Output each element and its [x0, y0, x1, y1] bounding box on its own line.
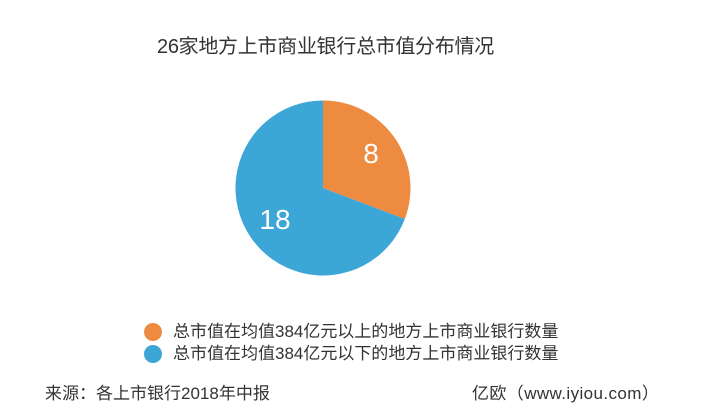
svg-text:8: 8 — [363, 138, 379, 169]
svg-text:18: 18 — [259, 204, 290, 235]
